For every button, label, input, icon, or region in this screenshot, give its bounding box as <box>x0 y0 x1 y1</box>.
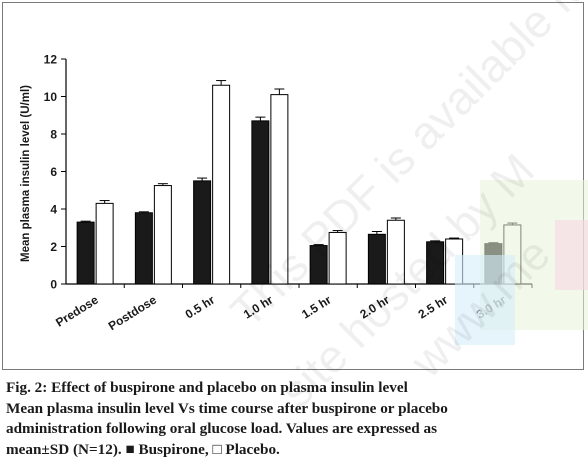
bar-chart: 0 2 4 6 8 10 12 Mean plasma insulin level (U/ml… <box>20 53 533 334</box>
caption-line-3: administration following oral glucose lo… <box>6 420 438 437</box>
caption-line-4: mean±SD (N=12). ■ Buspirone, □ Placebo. <box>6 440 280 458</box>
bar-placebo <box>445 238 464 285</box>
bar-placebo <box>95 202 114 285</box>
x-tick-label: Predose <box>53 293 101 330</box>
bar-placebo <box>386 219 405 285</box>
x-tick-label: 1.5 hr <box>299 292 334 321</box>
x-tick-label: 0.5 hr <box>183 292 218 321</box>
y-tick-label: 2 <box>50 240 57 254</box>
y-tick-label: 10 <box>44 90 58 104</box>
y-tick-label: 8 <box>50 128 57 142</box>
bar-buspirone <box>193 180 212 285</box>
bar-placebo <box>328 231 347 285</box>
x-tick-label: 1.0 hr <box>241 292 276 321</box>
y-tick-label: 0 <box>50 278 57 292</box>
bar-buspirone <box>367 233 386 285</box>
bar-buspirone <box>484 243 503 285</box>
y-tick-label: 12 <box>44 53 58 67</box>
x-tick-label: 3.0 hr <box>474 292 509 321</box>
bar-placebo <box>153 185 172 285</box>
caption-line-2: Mean plasma insulin level Vs time course… <box>6 399 448 417</box>
bar-placebo <box>270 94 289 285</box>
bar-buspirone <box>134 212 153 285</box>
bar-buspirone <box>309 245 328 285</box>
y-axis-title: Mean plasma insulin level (U/ml) <box>20 85 32 262</box>
y-tick-label: 6 <box>50 165 57 179</box>
y-tick-label: 4 <box>50 203 57 217</box>
caption-title: Fig. 2: Effect of buspirone and placebo … <box>6 379 408 396</box>
chart-bars <box>76 80 522 285</box>
bar-placebo <box>503 224 522 285</box>
x-tick-label: 2.5 hr <box>416 292 451 321</box>
bar-buspirone <box>426 241 445 285</box>
bar-buspirone <box>251 120 270 285</box>
x-tick-label: 2.0 hr <box>357 292 392 321</box>
x-tick-label: Postdose <box>106 293 160 334</box>
figure-caption: Fig. 2: Effect of buspirone and placebo … <box>6 378 586 460</box>
bar-placebo <box>212 84 231 285</box>
bar-buspirone <box>76 221 95 285</box>
